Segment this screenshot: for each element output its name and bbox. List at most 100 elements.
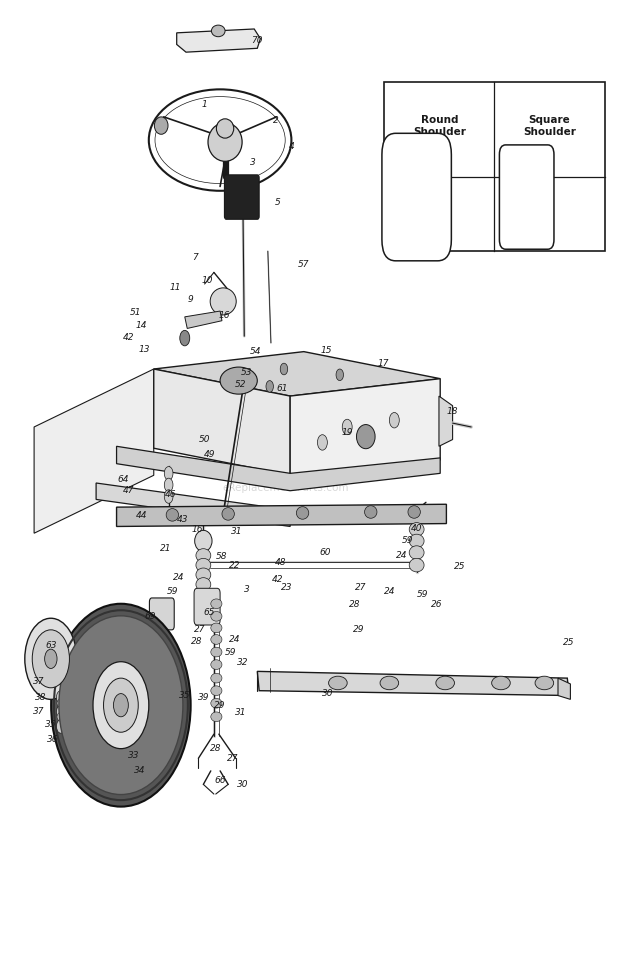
Ellipse shape: [409, 534, 424, 548]
Text: 44: 44: [136, 511, 147, 521]
Text: eReplacementParts.com: eReplacementParts.com: [222, 483, 348, 493]
Ellipse shape: [211, 673, 222, 683]
Text: 69: 69: [144, 611, 156, 621]
Text: 70: 70: [252, 36, 263, 45]
Polygon shape: [439, 396, 453, 446]
Ellipse shape: [408, 506, 420, 518]
Circle shape: [32, 630, 69, 688]
Ellipse shape: [409, 558, 424, 572]
Ellipse shape: [211, 611, 222, 621]
Text: 34: 34: [134, 766, 145, 776]
Text: 25: 25: [454, 561, 466, 571]
Text: 51: 51: [130, 308, 141, 318]
Circle shape: [164, 467, 173, 480]
Text: 66: 66: [215, 776, 226, 785]
Ellipse shape: [195, 530, 212, 552]
Ellipse shape: [492, 676, 510, 690]
Polygon shape: [290, 379, 440, 475]
Circle shape: [113, 694, 128, 717]
Polygon shape: [154, 352, 440, 396]
Ellipse shape: [211, 660, 222, 669]
Text: 24: 24: [384, 586, 395, 596]
Text: 57: 57: [298, 260, 309, 270]
Text: 13: 13: [138, 345, 149, 355]
Ellipse shape: [211, 712, 222, 722]
FancyBboxPatch shape: [382, 133, 451, 261]
Ellipse shape: [211, 623, 222, 633]
Circle shape: [56, 720, 65, 733]
Text: 31: 31: [235, 708, 246, 718]
Text: 16: 16: [192, 525, 203, 534]
Polygon shape: [117, 446, 440, 491]
Circle shape: [342, 419, 352, 435]
Ellipse shape: [211, 698, 222, 708]
Ellipse shape: [210, 288, 236, 315]
Text: 16: 16: [219, 311, 230, 321]
Polygon shape: [154, 369, 290, 475]
Text: 47: 47: [123, 486, 135, 496]
Text: 28: 28: [349, 600, 360, 610]
Ellipse shape: [59, 616, 183, 794]
Text: 15: 15: [321, 346, 332, 355]
Text: 29: 29: [353, 625, 364, 635]
Ellipse shape: [365, 506, 377, 518]
Circle shape: [164, 490, 173, 503]
Text: 53: 53: [241, 368, 252, 378]
Text: 38: 38: [35, 693, 46, 702]
Text: 59: 59: [417, 589, 428, 599]
Ellipse shape: [166, 508, 179, 521]
Text: 10: 10: [202, 275, 213, 285]
Ellipse shape: [211, 599, 222, 609]
Polygon shape: [34, 369, 154, 533]
Text: 33: 33: [128, 751, 139, 760]
Text: 4: 4: [288, 142, 294, 152]
Text: 2: 2: [273, 116, 279, 126]
Text: 61: 61: [277, 384, 288, 393]
Text: Square
Shoulder: Square Shoulder: [523, 115, 576, 137]
Circle shape: [93, 662, 149, 749]
Text: 31: 31: [231, 526, 242, 536]
Ellipse shape: [380, 676, 399, 690]
Ellipse shape: [409, 523, 424, 536]
Text: 22: 22: [229, 560, 240, 570]
Text: 50: 50: [199, 435, 210, 444]
Ellipse shape: [436, 676, 454, 690]
Ellipse shape: [196, 590, 211, 604]
Text: 26: 26: [432, 600, 443, 610]
Text: 37: 37: [33, 677, 44, 687]
Text: 21: 21: [161, 544, 172, 554]
Circle shape: [280, 363, 288, 375]
Text: 3: 3: [250, 157, 256, 167]
Text: 36: 36: [47, 735, 58, 745]
Text: Round
Shoulder: Round Shoulder: [413, 115, 466, 137]
Circle shape: [45, 649, 57, 668]
Bar: [384, 82, 604, 251]
Text: 28: 28: [192, 637, 203, 646]
Circle shape: [104, 678, 138, 732]
Text: 58: 58: [216, 552, 228, 561]
Text: 18: 18: [447, 407, 458, 416]
Ellipse shape: [220, 367, 257, 394]
Text: 59: 59: [167, 586, 178, 596]
Text: 60: 60: [320, 548, 331, 557]
Text: 59: 59: [225, 647, 236, 657]
Ellipse shape: [211, 647, 222, 657]
Ellipse shape: [196, 568, 211, 582]
Ellipse shape: [356, 424, 375, 448]
Ellipse shape: [409, 546, 424, 559]
Text: 35: 35: [45, 720, 56, 729]
Text: 52: 52: [235, 380, 246, 389]
Text: 23: 23: [281, 582, 292, 592]
Text: 27: 27: [194, 625, 205, 635]
Text: 59: 59: [402, 536, 414, 546]
Polygon shape: [558, 678, 570, 699]
Text: 46: 46: [165, 490, 176, 499]
Ellipse shape: [208, 123, 242, 161]
Ellipse shape: [211, 635, 222, 644]
Text: 35: 35: [179, 691, 190, 700]
Ellipse shape: [535, 676, 554, 690]
Ellipse shape: [329, 676, 347, 690]
Text: 3: 3: [244, 584, 250, 594]
Ellipse shape: [154, 117, 168, 134]
Circle shape: [56, 691, 65, 704]
